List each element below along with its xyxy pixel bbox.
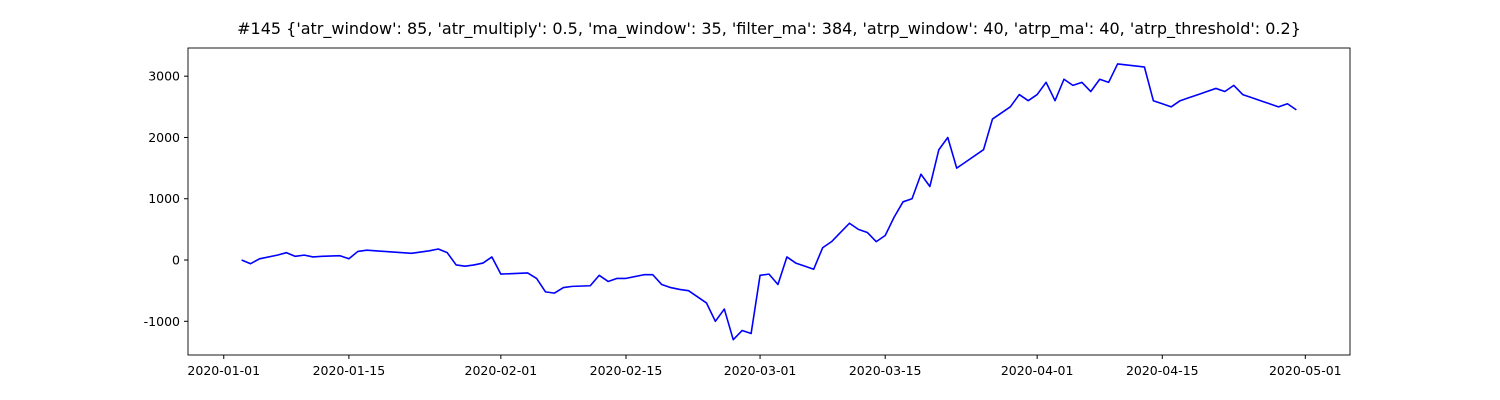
y-tick-label: 0 <box>172 253 180 268</box>
x-tick-label: 2020-04-15 <box>1126 363 1199 378</box>
x-tick-label: 2020-02-01 <box>465 363 538 378</box>
chart-title: #145 {'atr_window': 85, 'atr_multiply': … <box>237 19 1301 39</box>
x-tick-label: 2020-04-01 <box>1001 363 1074 378</box>
x-tick-label: 2020-02-15 <box>590 363 663 378</box>
y-tick-label: 3000 <box>148 69 180 84</box>
x-tick-label: 2020-01-01 <box>187 363 260 378</box>
plot-frame <box>187 47 1351 356</box>
x-tick-label: 2020-01-15 <box>313 363 386 378</box>
x-tick-label: 2020-03-01 <box>724 363 797 378</box>
y-tick-label: 2000 <box>148 130 180 145</box>
line-series <box>241 63 1297 341</box>
x-tick-label: 2020-03-15 <box>849 363 922 378</box>
x-tick-label: 2020-05-01 <box>1269 363 1342 378</box>
y-tick-label: -1000 <box>144 314 180 329</box>
y-tick-label: 1000 <box>148 191 180 206</box>
